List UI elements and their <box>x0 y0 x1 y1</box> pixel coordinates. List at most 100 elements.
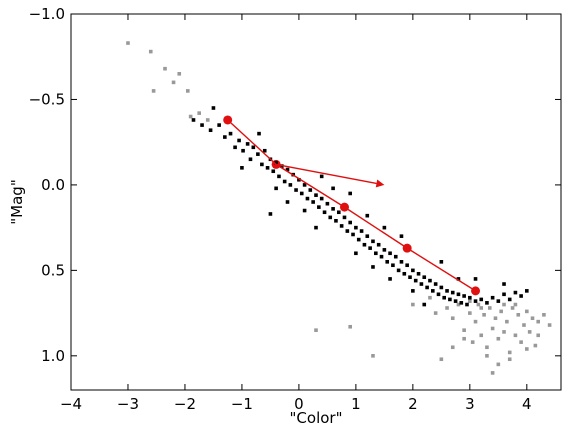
x-tick-label: −4 <box>60 395 82 413</box>
data-point <box>311 200 315 204</box>
data-point <box>490 295 495 300</box>
y-tick-label: 0.0 <box>41 176 65 194</box>
data-point <box>422 302 427 307</box>
data-point <box>413 278 418 283</box>
data-point <box>319 196 324 201</box>
data-point <box>305 196 310 201</box>
data-point <box>502 302 506 307</box>
data-point <box>399 260 404 264</box>
data-point <box>470 340 475 344</box>
data-point <box>485 345 489 350</box>
data-point <box>371 265 375 269</box>
data-point <box>433 311 438 315</box>
data-point <box>339 224 344 228</box>
data-point <box>163 66 167 71</box>
data-point <box>482 313 486 317</box>
data-point <box>268 212 273 216</box>
data-point <box>297 177 301 182</box>
data-point <box>525 347 529 351</box>
data-point <box>408 275 412 279</box>
data-point <box>431 289 435 293</box>
data-point <box>465 302 469 307</box>
data-point <box>371 239 375 244</box>
data-point <box>245 142 250 146</box>
data-point <box>294 188 298 192</box>
data-point <box>485 354 489 358</box>
data-point <box>448 297 452 302</box>
data-point <box>462 336 466 341</box>
data-point <box>126 41 130 45</box>
x-tick-label: 2 <box>408 395 418 413</box>
data-point <box>388 277 392 281</box>
data-point <box>274 186 278 191</box>
data-point <box>260 162 264 167</box>
data-point <box>468 295 472 300</box>
data-point <box>402 271 407 276</box>
data-point <box>522 323 526 327</box>
data-point <box>436 292 441 297</box>
data-point <box>419 282 424 286</box>
data-point <box>359 229 364 233</box>
data-point <box>208 128 213 133</box>
data-point <box>328 215 333 220</box>
y-tick-label: 1.0 <box>41 347 65 365</box>
data-point <box>171 80 176 85</box>
data-point <box>542 313 546 317</box>
data-point <box>505 319 509 324</box>
x-tick-label: 0 <box>294 395 304 413</box>
data-point <box>425 285 429 290</box>
data-point <box>177 72 182 76</box>
data-point <box>399 234 404 238</box>
data-point <box>197 111 201 115</box>
data-point <box>248 157 253 162</box>
data-point <box>445 289 449 293</box>
data-point <box>496 336 501 341</box>
data-point <box>322 210 327 215</box>
data-point <box>274 160 278 165</box>
data-point <box>468 299 472 303</box>
data-point <box>490 371 495 375</box>
data-point <box>411 268 415 273</box>
data-point <box>411 289 415 293</box>
series-1 <box>126 41 552 375</box>
data-point <box>479 297 484 302</box>
data-point <box>479 306 484 310</box>
arrow-line <box>275 163 377 185</box>
data-point <box>433 282 438 286</box>
data-point <box>422 275 427 279</box>
data-point <box>396 268 401 273</box>
data-point <box>473 299 478 303</box>
data-point <box>354 251 358 256</box>
data-point <box>256 152 260 156</box>
data-point <box>342 215 347 220</box>
plot-frame <box>70 13 562 391</box>
data-point <box>285 167 290 172</box>
data-point <box>331 207 335 211</box>
data-point <box>450 290 455 295</box>
data-point <box>205 118 210 122</box>
y-tick-label: −0.5 <box>29 90 65 108</box>
data-point <box>453 299 458 303</box>
data-point <box>468 311 472 315</box>
data-point <box>525 309 529 314</box>
data-point <box>439 357 444 362</box>
data-point <box>376 242 381 247</box>
data-point <box>217 123 221 127</box>
data-point <box>516 313 521 317</box>
data-point <box>456 277 461 281</box>
data-point <box>507 297 512 302</box>
data-point <box>365 234 370 238</box>
data-point <box>450 345 455 350</box>
data-point <box>428 278 432 283</box>
data-point <box>487 306 492 310</box>
data-point <box>496 299 501 303</box>
data-point <box>314 328 318 332</box>
x-axis-label: "Color" <box>290 409 343 427</box>
data-point <box>388 251 392 256</box>
data-point <box>331 186 335 191</box>
data-point <box>265 166 270 170</box>
data-point <box>351 232 355 237</box>
series-2 <box>223 115 481 296</box>
data-point <box>462 294 466 298</box>
